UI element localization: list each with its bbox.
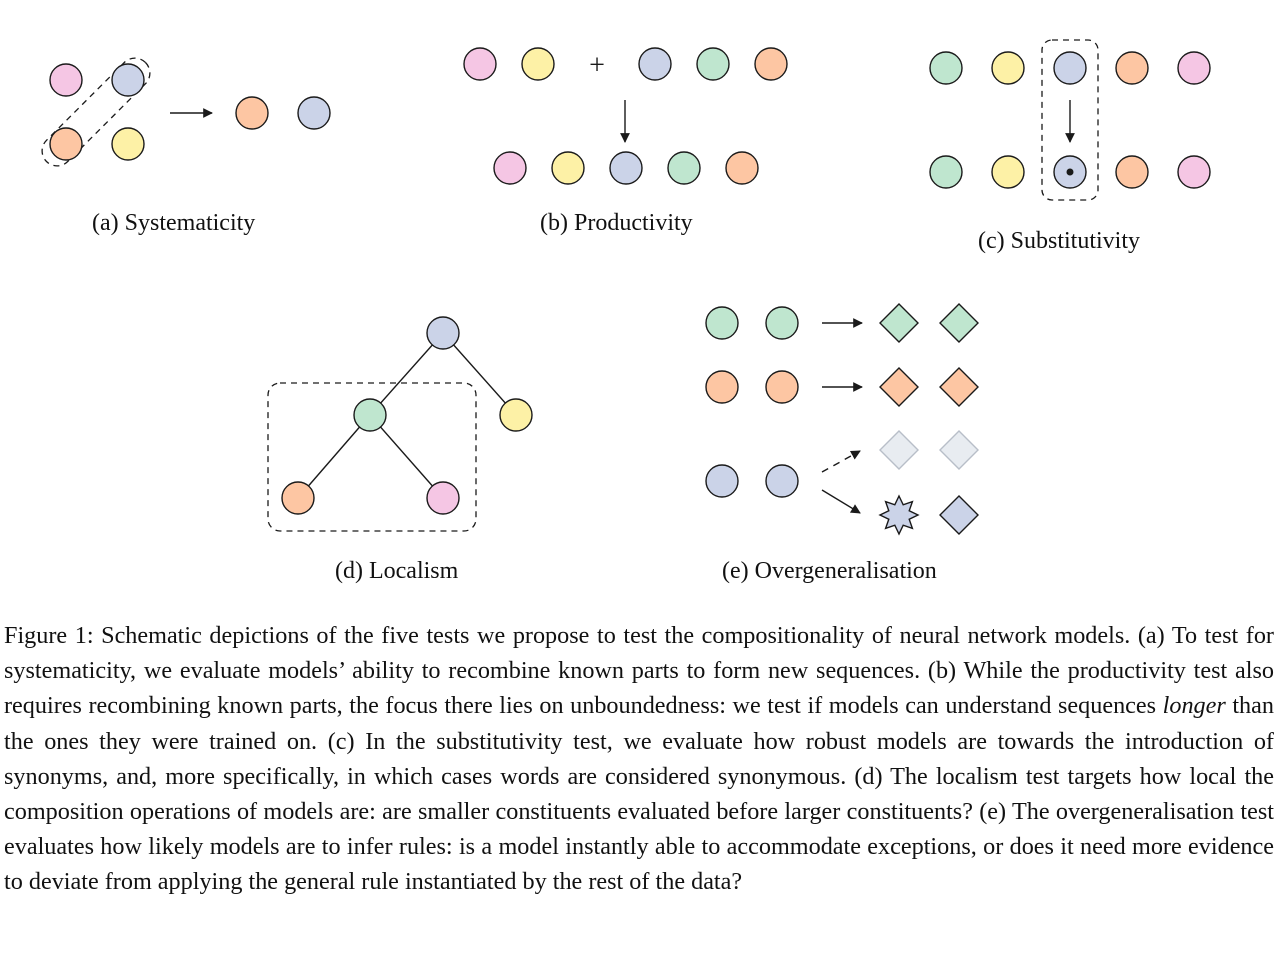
blue-circle [1053,51,1087,85]
yellow-circle [551,151,585,185]
caption-emphasis: longer [1162,692,1226,720]
green-circle [705,306,739,340]
pink-circle [463,47,497,81]
blue-circle [705,464,739,498]
orange-circle [235,96,269,130]
orange-circle [1115,155,1149,189]
orange-circle [725,151,759,185]
diamond-icon [939,430,979,470]
green-circle [353,398,387,432]
caption-substitutivity: (c) Substitutivity [978,228,1140,254]
green-circle [929,51,963,85]
yellow-circle [991,51,1025,85]
yellow-circle [499,398,533,432]
figure-caption: Figure 1: Schematic depictions of the fi… [4,618,1274,900]
pink-circle [1177,155,1211,189]
green-circle [765,306,799,340]
pink-circle [49,63,83,97]
yellow-circle [991,155,1025,189]
orange-circle [765,370,799,404]
caption-text-part2: than the ones they were trained on. (c) … [4,692,1274,896]
diamond-icon [939,367,979,407]
diamond-icon [879,430,919,470]
arrow-right-icon [821,489,861,514]
diamond-icon [939,495,979,535]
pink-circle [493,151,527,185]
pink-circle [1177,51,1211,85]
blue-circle [638,47,672,81]
yellow-circle [111,127,145,161]
blue-circle [111,63,145,97]
caption-productivity: (b) Productivity [540,210,693,236]
green-circle [696,47,730,81]
blue-circle [426,316,460,350]
orange-circle [49,127,83,161]
caption-overgeneralisation: (e) Overgeneralisation [722,558,937,584]
tree-edge [369,414,444,499]
star-icon [878,494,920,536]
tree-edge [369,332,444,416]
tree-edge [297,414,371,499]
caption-systematicity: (a) Systematicity [92,210,256,236]
subtree-outline [267,382,477,532]
caption-text-part1: Figure 1: Schematic depictions of the fi… [4,622,1274,720]
green-circle [929,155,963,189]
orange-circle [281,481,315,515]
tree-edge [442,332,517,416]
blue-circle [609,151,643,185]
diamond-icon [879,367,919,407]
orange-circle [754,47,788,81]
caption-localism: (d) Localism [335,558,459,584]
yellow-circle [521,47,555,81]
dot-icon [1066,168,1074,176]
group-outline [41,57,151,167]
green-circle [667,151,701,185]
plus-icon: + [589,50,605,81]
figure-schematic: + [41,39,1211,536]
blue-circle [297,96,331,130]
orange-circle [1115,51,1149,85]
pink-circle [426,481,460,515]
diamond-icon [879,303,919,343]
diamond-icon [939,303,979,343]
blue-circle [765,464,799,498]
substitution-outline [1041,39,1099,201]
orange-circle [705,370,739,404]
arrow-right-icon [821,450,861,473]
